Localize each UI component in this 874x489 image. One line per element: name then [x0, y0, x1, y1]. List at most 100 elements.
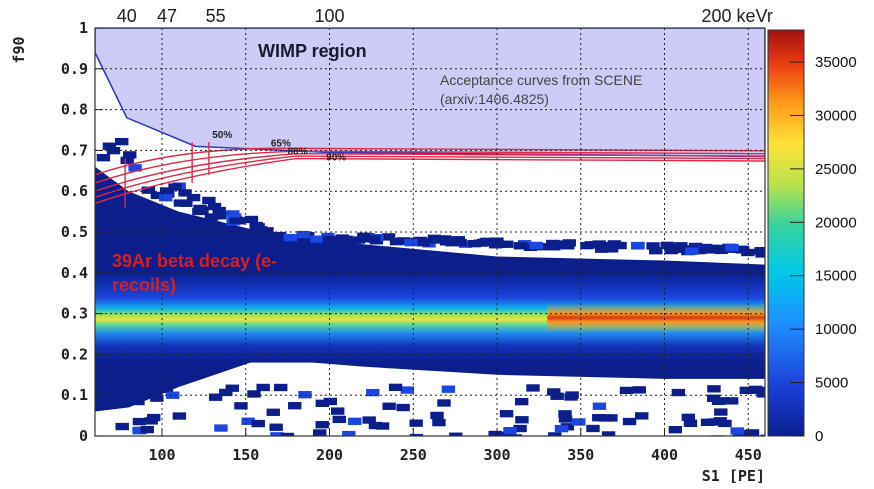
event-cell [499, 410, 514, 418]
top-axis-label: 200 keVr [702, 6, 773, 26]
er-annotation-line-1: 39Ar beta decay (e- [112, 251, 277, 271]
event-cell [646, 242, 660, 250]
event-cell [123, 151, 137, 159]
event-cell [132, 426, 146, 435]
event-cell [622, 417, 637, 426]
event-cell [269, 423, 283, 431]
event-cell [681, 413, 696, 422]
event-cell [179, 199, 193, 207]
y-tick-label: 0.9 [61, 60, 88, 78]
event-cell [362, 416, 376, 424]
event-cell [490, 435, 504, 436]
event-cell [342, 430, 356, 436]
event-cell [668, 245, 683, 253]
acceptance-label: 90% [326, 153, 346, 164]
colorbar-tick-label: 5000 [815, 375, 848, 392]
x-tick-label: 200 [316, 446, 343, 464]
event-cell [298, 391, 312, 399]
event-cell [348, 417, 362, 426]
event-cell [131, 397, 145, 406]
event-cell [594, 241, 609, 250]
event-cell [584, 241, 599, 249]
event-cell [229, 216, 244, 224]
event-cell [558, 410, 572, 418]
event-cell [572, 418, 586, 426]
event-cell [270, 432, 284, 436]
y-tick-label: 1 [79, 19, 88, 37]
event-cell [565, 391, 579, 399]
event-cell [649, 247, 663, 255]
event-cell [263, 232, 278, 241]
event-cell [118, 397, 133, 405]
acceptance-curve [95, 152, 765, 192]
event-cell [310, 235, 324, 243]
event-cell [396, 237, 410, 245]
colorbar-tick-label: 30000 [815, 107, 857, 124]
event-cell [700, 418, 715, 427]
x-tick-label: 400 [651, 446, 678, 464]
event-cell [244, 215, 259, 224]
event-cell [330, 407, 345, 415]
top-axis-label: 40 [117, 6, 137, 26]
event-cell [488, 430, 502, 436]
event-cell [707, 385, 721, 393]
event-cell [404, 238, 418, 247]
event-cell [159, 385, 174, 394]
event-cell [554, 424, 569, 433]
event-cell [274, 383, 288, 392]
event-cell [701, 246, 715, 254]
event-cell [396, 403, 410, 412]
event-cell [730, 427, 744, 435]
event-cell [166, 391, 180, 399]
x-tick-label: 300 [483, 446, 510, 464]
event-cell [172, 412, 187, 420]
event-cell [716, 397, 731, 405]
event-cell [375, 422, 390, 430]
event-cell [660, 241, 674, 250]
acceptance-label: 50% [212, 130, 232, 141]
wimp-region-label: WIMP region [258, 41, 367, 61]
colorbar-tick-label: 10000 [815, 321, 857, 338]
event-cell [150, 191, 165, 200]
event-cell [313, 429, 327, 436]
event-cell [601, 431, 616, 436]
event-cell [760, 434, 765, 436]
colorbar-tick-label: 15000 [815, 268, 857, 285]
event-cell [366, 388, 380, 397]
y-tick-label: 0.1 [61, 386, 88, 404]
acceptance-curve [95, 150, 765, 184]
event-cell [106, 146, 121, 155]
event-cell [710, 244, 725, 253]
event-cell [409, 433, 424, 436]
event-cell [140, 425, 154, 434]
band-hot-area [547, 303, 765, 332]
y-tick-label: 0.7 [61, 141, 88, 159]
event-cell [323, 397, 338, 406]
event-cell [132, 417, 147, 426]
event-cell [241, 417, 255, 425]
event-cell [632, 386, 646, 394]
top-axis-label: 55 [206, 6, 226, 26]
event-cell [473, 239, 488, 247]
event-cell [115, 137, 129, 146]
event-cell [707, 394, 721, 402]
wimp-region-area [95, 28, 765, 158]
event-cell [400, 386, 415, 394]
er-annotation-line-2: recoils) [112, 275, 176, 295]
event-cell [168, 183, 182, 191]
event-cell [283, 233, 298, 242]
event-cell [367, 235, 381, 243]
x-axis-ticks: 100 150 200 250 300 350 400 450 [148, 428, 762, 464]
event-cell [150, 394, 164, 402]
event-cell [178, 189, 192, 197]
event-cell [204, 213, 219, 221]
event-cell [559, 241, 573, 249]
event-cell [508, 434, 522, 436]
event-cell [541, 435, 556, 436]
event-cell [449, 432, 463, 436]
event-cell [529, 241, 543, 250]
event-cell [547, 388, 561, 396]
event-cell [219, 388, 233, 397]
event-cell [332, 415, 346, 424]
